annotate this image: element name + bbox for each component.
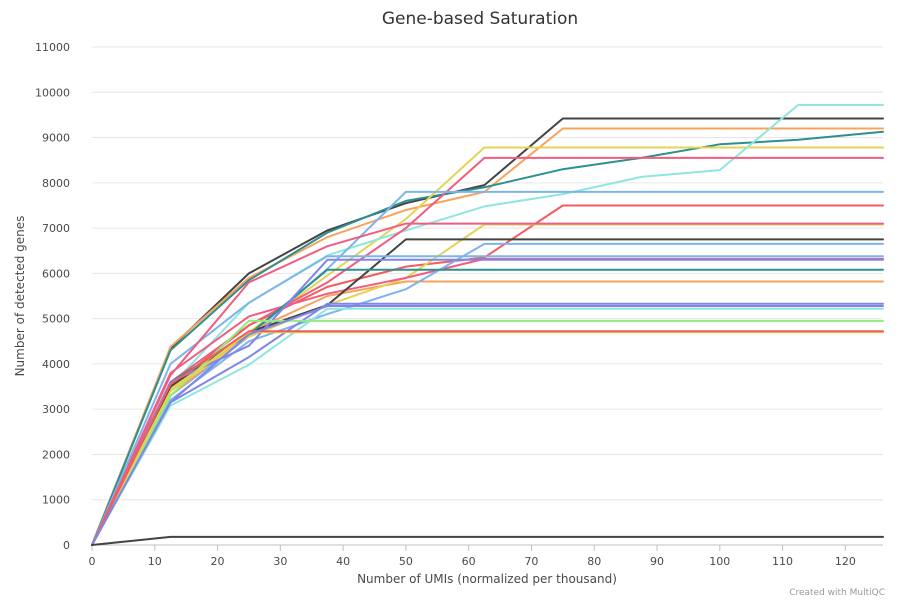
x-tick-label: 70 [524, 555, 538, 568]
x-tick-label: 80 [587, 555, 601, 568]
y-tick-label: 1000 [42, 494, 70, 507]
y-tick-label: 2000 [42, 448, 70, 461]
series-line-19[interactable] [91, 222, 884, 546]
gridlines [92, 46, 883, 546]
series-line-3[interactable] [91, 130, 884, 546]
y-tick-label: 8000 [42, 177, 70, 190]
y-tick-label: 11000 [35, 41, 70, 54]
y-tick-label: 7000 [42, 222, 70, 235]
x-tick-label: 0 [89, 555, 96, 568]
x-tick-label: 90 [650, 555, 664, 568]
y-tick-label: 10000 [35, 86, 70, 99]
x-tick-label: 30 [273, 555, 287, 568]
series-line-11[interactable] [91, 257, 884, 546]
x-axis-title: Number of UMIs (normalized per thousand) [357, 572, 617, 586]
chart-title: Gene-based Saturation [382, 9, 578, 29]
series-line-16[interactable] [91, 307, 884, 546]
series-line-13[interactable] [91, 238, 884, 546]
axes: 0100020003000400050006000700080009000100… [35, 41, 883, 568]
series-line-5[interactable] [91, 103, 884, 546]
x-tick-label: 10 [148, 555, 162, 568]
series-line-4[interactable] [91, 146, 884, 546]
series-layer [91, 103, 884, 546]
y-tick-label: 5000 [42, 313, 70, 326]
series-line-18[interactable] [91, 258, 884, 546]
x-tick-label: 120 [835, 555, 856, 568]
y-tick-label: 6000 [42, 267, 70, 280]
series-line-17[interactable] [91, 255, 884, 546]
y-tick-label: 3000 [42, 403, 70, 416]
series-line-2[interactable] [91, 127, 884, 546]
y-axis-title: Number of detected genes [13, 216, 27, 377]
y-tick-label: 0 [63, 539, 70, 552]
y-tick-label: 9000 [42, 132, 70, 145]
x-tick-label: 60 [462, 555, 476, 568]
series-line-23[interactable] [91, 305, 884, 546]
series-line-24[interactable] [91, 535, 884, 546]
series-line-15[interactable] [91, 302, 884, 546]
series-line-22[interactable] [91, 330, 884, 546]
x-tick-label: 100 [709, 555, 730, 568]
x-tick-label: 20 [211, 555, 225, 568]
series-line-12[interactable] [91, 242, 884, 546]
x-tick-label: 40 [336, 555, 350, 568]
x-tick-label: 110 [772, 555, 793, 568]
x-tick-label: 50 [399, 555, 413, 568]
y-tick-label: 4000 [42, 358, 70, 371]
series-line-6[interactable] [91, 156, 884, 546]
multiqc-credit[interactable]: Created with MultiQC [789, 588, 885, 598]
